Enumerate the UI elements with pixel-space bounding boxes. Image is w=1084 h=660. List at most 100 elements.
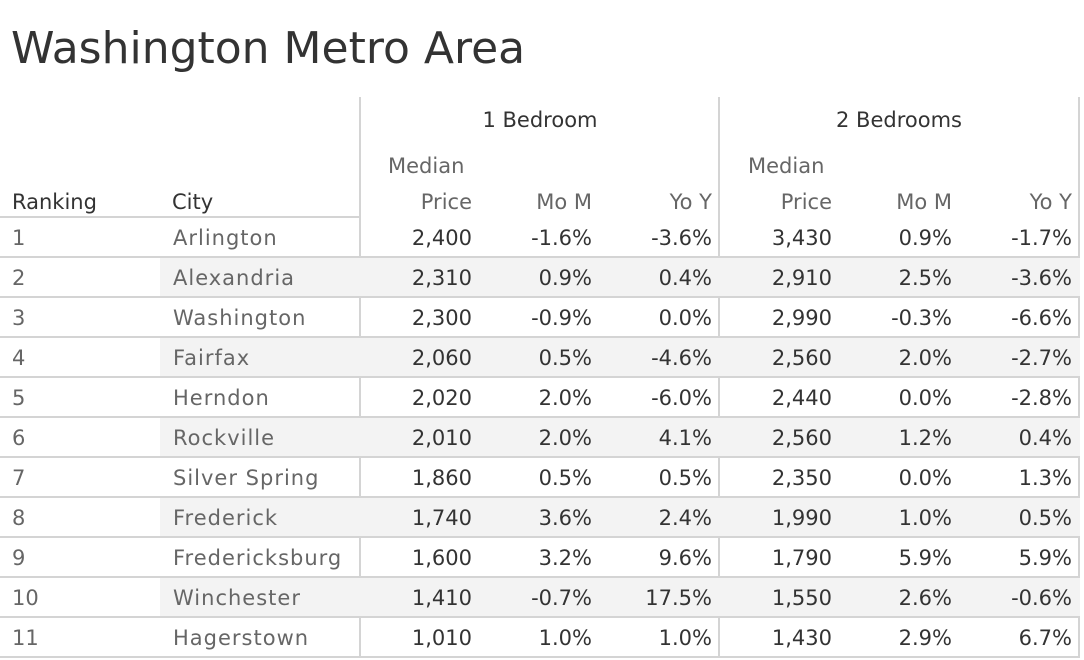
- row-shading: [160, 578, 1080, 616]
- b1-mom-cell: 1.0%: [538, 626, 592, 650]
- b2-mom-cell: 2.6%: [898, 586, 952, 610]
- city-cell: Frederick: [173, 506, 279, 530]
- table-row: 11 Hagerstown 1,010 1.0% 1.0% 1,430 2.9% 6.7%: [0, 618, 1080, 658]
- b2-yoy-cell: -3.6%: [1011, 266, 1072, 290]
- b2-median-price-cell: 1,790: [771, 546, 832, 570]
- b1-yoy-cell: 2.4%: [658, 506, 712, 530]
- page-title: Washington Metro Area: [11, 23, 526, 74]
- b1-median-price-cell: 1,860: [411, 466, 472, 490]
- city-cell: Fairfax: [173, 346, 251, 370]
- b2-median-price-cell: 2,560: [771, 426, 832, 450]
- b1-median-price-cell: 2,060: [411, 346, 472, 370]
- b2-median-price-cell: 2,910: [771, 266, 832, 290]
- ranking-cell: 5: [12, 386, 26, 410]
- b2-yoy-cell: -2.8%: [1011, 386, 1072, 410]
- row-shading: [160, 498, 1080, 536]
- table-body: 1 Arlington 2,400 -1.6% -3.6% 3,430 0.9% -1.7% 2…: [0, 218, 1080, 658]
- b2-mom-cell: 1.2%: [898, 426, 952, 450]
- b1-median-price-cell: 1,410: [411, 586, 472, 610]
- b2-yoy-cell: -2.7%: [1011, 346, 1072, 370]
- b2-yoy-cell: -1.7%: [1011, 226, 1072, 250]
- row-shading: [160, 258, 1080, 296]
- b1-mom-cell: 2.0%: [538, 426, 592, 450]
- b2-mom-cell: 2.5%: [898, 266, 952, 290]
- ranking-cell: 4: [12, 346, 26, 370]
- b2-mom-cell: 0.9%: [898, 226, 952, 250]
- city-cell: Herndon: [173, 386, 270, 410]
- b1-yoy-cell: 9.6%: [658, 546, 712, 570]
- b2-mom-cell: -0.3%: [891, 306, 952, 330]
- table-row: 1 Arlington 2,400 -1.6% -3.6% 3,430 0.9% -1.7%: [0, 218, 1080, 258]
- b2-yoy-cell: 0.4%: [1018, 426, 1072, 450]
- row-shading: [160, 338, 1080, 376]
- b2-median-price-cell: 1,430: [771, 626, 832, 650]
- b2-yoy-cell: 6.7%: [1018, 626, 1072, 650]
- col-header-2bed-median: Median: [748, 154, 825, 178]
- city-cell: Winchester: [173, 586, 301, 610]
- table-row: 2 Alexandria 2,310 0.9% 0.4% 2,910 2.5% -3.6%: [0, 258, 1080, 298]
- b1-yoy-cell: 4.1%: [658, 426, 712, 450]
- city-cell: Arlington: [173, 226, 278, 250]
- b1-yoy-cell: 0.4%: [658, 266, 712, 290]
- b2-yoy-cell: 0.5%: [1018, 506, 1072, 530]
- ranking-cell: 3: [12, 306, 26, 330]
- col-header-2bed-price: Price: [780, 190, 832, 214]
- b1-mom-cell: 2.0%: [538, 386, 592, 410]
- col-header-1bed-price: Price: [420, 190, 472, 214]
- col-header-1bed-mom: Mo M: [536, 190, 592, 214]
- b2-median-price-cell: 2,350: [771, 466, 832, 490]
- b1-median-price-cell: 2,300: [411, 306, 472, 330]
- b2-mom-cell: 2.9%: [898, 626, 952, 650]
- b1-median-price-cell: 2,400: [411, 226, 472, 250]
- city-cell: Rockville: [173, 426, 276, 450]
- b1-mom-cell: -0.7%: [531, 586, 592, 610]
- b1-mom-cell: 3.6%: [538, 506, 592, 530]
- ranking-cell: 2: [12, 266, 26, 290]
- b1-yoy-cell: 0.5%: [658, 466, 712, 490]
- b1-yoy-cell: -4.6%: [651, 346, 712, 370]
- b1-median-price-cell: 2,310: [411, 266, 472, 290]
- b2-yoy-cell: 1.3%: [1018, 466, 1072, 490]
- b2-median-price-cell: 2,440: [771, 386, 832, 410]
- b1-yoy-cell: 17.5%: [645, 586, 712, 610]
- group-header-2-bedrooms: 2 Bedrooms: [836, 108, 962, 132]
- table-row: 4 Fairfax 2,060 0.5% -4.6% 2,560 2.0% -2.7%: [0, 338, 1080, 378]
- city-cell: Hagerstown: [173, 626, 310, 650]
- b1-mom-cell: 0.5%: [538, 346, 592, 370]
- b1-mom-cell: -1.6%: [531, 226, 592, 250]
- ranking-cell: 10: [12, 586, 39, 610]
- ranking-cell: 9: [12, 546, 26, 570]
- col-header-city: City: [172, 190, 214, 214]
- group-header-1-bedroom: 1 Bedroom: [482, 108, 598, 132]
- b1-yoy-cell: 1.0%: [658, 626, 712, 650]
- col-header-ranking: Ranking: [12, 190, 97, 214]
- b1-yoy-cell: -6.0%: [651, 386, 712, 410]
- b2-median-price-cell: 3,430: [771, 226, 832, 250]
- table-row: 10 Winchester 1,410 -0.7% 17.5% 1,550 2.6% -0.6…: [0, 578, 1080, 618]
- b1-median-price-cell: 1,740: [411, 506, 472, 530]
- city-cell: Fredericksburg: [173, 546, 343, 570]
- col-header-1bed-yoy: Yo Y: [669, 190, 712, 214]
- b2-yoy-cell: -0.6%: [1011, 586, 1072, 610]
- b2-median-price-cell: 2,560: [771, 346, 832, 370]
- ranking-cell: 1: [12, 226, 26, 250]
- b1-median-price-cell: 1,600: [411, 546, 472, 570]
- b2-yoy-cell: -6.6%: [1011, 306, 1072, 330]
- b2-mom-cell: 0.0%: [898, 386, 952, 410]
- col-header-2bed-yoy: Yo Y: [1029, 190, 1072, 214]
- city-cell: Alexandria: [173, 266, 296, 290]
- b2-yoy-cell: 5.9%: [1018, 546, 1072, 570]
- header-divider-left: [0, 216, 360, 218]
- table-row: 9 Fredericksburg 1,600 3.2% 9.6% 1,790 5.9% 5.9…: [0, 538, 1080, 578]
- table-row: 3 Washington 2,300 -0.9% 0.0% 2,990 -0.3% -6.6%: [0, 298, 1080, 338]
- b1-mom-cell: 0.9%: [538, 266, 592, 290]
- b2-mom-cell: 1.0%: [898, 506, 952, 530]
- table-row: 5 Herndon 2,020 2.0% -6.0% 2,440 0.0% -2.8%: [0, 378, 1080, 418]
- b2-mom-cell: 0.0%: [898, 466, 952, 490]
- ranking-cell: 8: [12, 506, 26, 530]
- b1-mom-cell: 3.2%: [538, 546, 592, 570]
- table-row: 8 Frederick 1,740 3.6% 2.4% 1,990 1.0% 0.5%: [0, 498, 1080, 538]
- b2-mom-cell: 5.9%: [898, 546, 952, 570]
- b2-mom-cell: 2.0%: [898, 346, 952, 370]
- city-cell: Washington: [173, 306, 307, 330]
